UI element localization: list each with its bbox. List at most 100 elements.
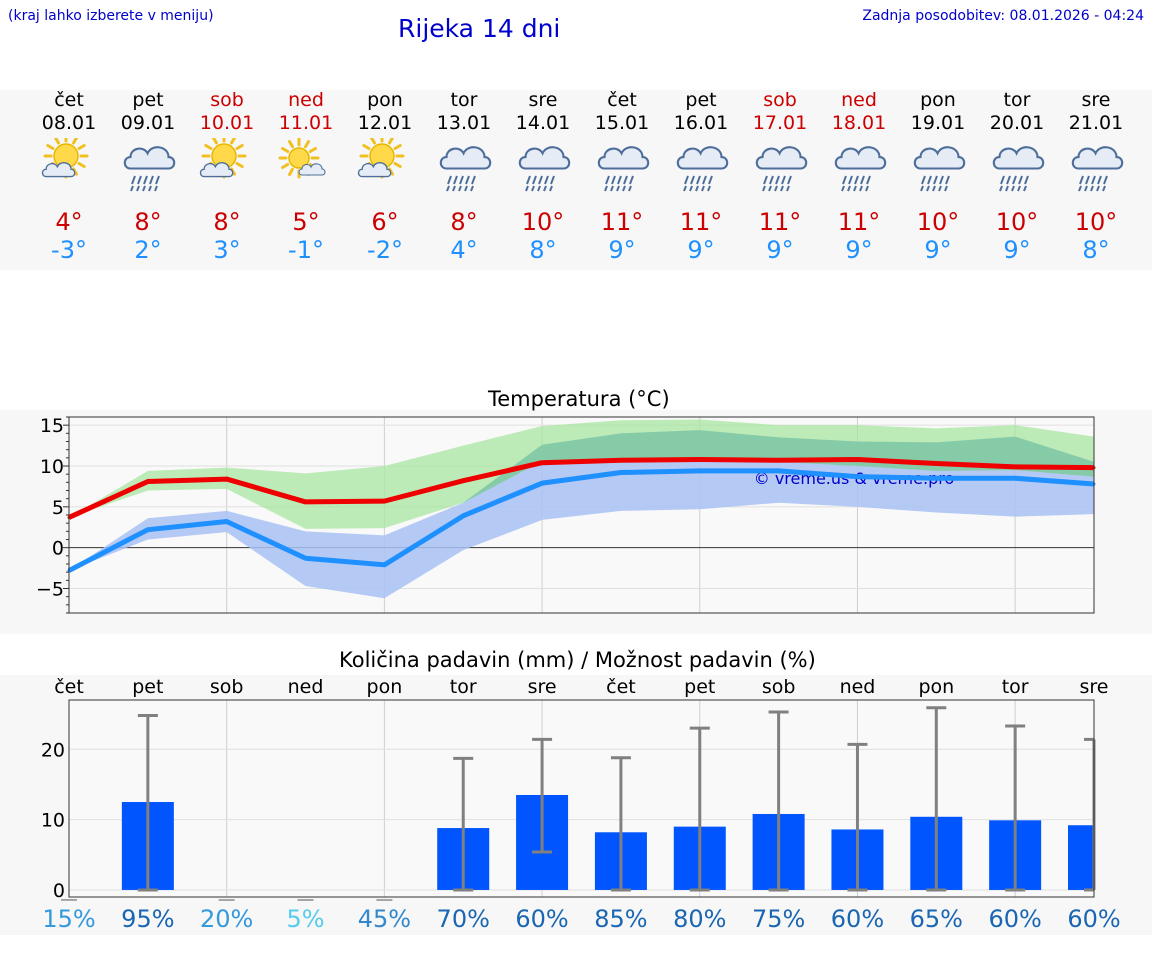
max-temperature: 11° (758, 208, 802, 236)
min-temperature: 2° (134, 236, 162, 264)
precipitation-error-bar (847, 742, 868, 892)
precipitation-probability: 45% (358, 905, 411, 933)
day-label: sob (210, 676, 244, 698)
max-temperature: 6° (371, 208, 399, 236)
day-name: pet (132, 89, 164, 111)
day-column: ned 18.01 11° 9° (824, 90, 894, 264)
day-column: čet 08.01 4° -3° (34, 90, 104, 264)
max-temperature-point (619, 458, 623, 462)
day-label: tor (450, 676, 477, 698)
cloud-rain-icon (992, 146, 1045, 192)
precipitation-probability: 95% (121, 905, 174, 933)
day-label: čet (54, 676, 84, 698)
day-column: sob 17.01 11° 9° (745, 90, 815, 264)
day-column: sre 21.01 10° 8° (1061, 90, 1131, 264)
day-label: ned (288, 676, 324, 698)
cloud-rain-icon (676, 146, 729, 192)
precipitation-chart: 20 10 0 čet pet sob ned pon tor sre čet pet sob ned po… (41, 676, 1121, 933)
day-name: sob (763, 89, 797, 111)
cloud-rain-icon (913, 146, 966, 192)
sun-small-cloud-icon (278, 137, 326, 179)
min-temperature: 8° (529, 236, 557, 264)
page-title: Rijeka 14 dni (398, 14, 561, 43)
day-column: ned 11.01 5° -1° (271, 90, 341, 264)
day-label: pon (367, 676, 403, 698)
location-hint: (kraj lahko izberete v meniju) (8, 8, 214, 24)
min-temperature-point (934, 476, 938, 480)
precipitation-error-bar (532, 737, 553, 854)
max-temperature: 11° (837, 208, 881, 236)
day-name: pon (920, 89, 956, 111)
day-label: pon (918, 676, 954, 698)
precipitation-probability: 60% (1067, 905, 1120, 933)
precipitation-error-bar (768, 710, 789, 892)
precipitation-probability: 70% (437, 905, 490, 933)
day-date: 14.01 (515, 112, 571, 134)
cloud-rain-icon (834, 146, 887, 192)
day-column: pet 09.01 8° 2° (113, 90, 183, 264)
min-temperature: -1° (288, 236, 324, 264)
day-name: tor (1003, 89, 1031, 111)
max-temperature-point (934, 462, 938, 466)
temperature-chart-title: Temperatura (°C) (488, 387, 670, 411)
min-temperature-point (619, 471, 623, 475)
min-temperature-point (540, 481, 544, 485)
precipitation-error-bar (1005, 724, 1026, 892)
max-temperature-point (855, 457, 859, 461)
min-temperature: 3° (213, 236, 241, 264)
day-name: sre (528, 89, 558, 111)
min-temperature: 9° (924, 236, 952, 264)
max-temperature-point (225, 477, 229, 481)
day-name: ned (288, 89, 324, 111)
day-name: pon (367, 89, 403, 111)
day-column: tor 20.01 10° 9° (982, 90, 1052, 264)
day-date: 19.01 (910, 112, 966, 134)
y-tick-label: 10 (40, 456, 64, 478)
min-temperature: 9° (1003, 236, 1031, 264)
min-temperature: 4° (450, 236, 478, 264)
precipitation-probability: 60% (515, 905, 568, 933)
min-range-band (69, 430, 1094, 599)
max-temperature: 4° (55, 208, 83, 236)
min-temperature-point (304, 556, 308, 560)
y-tick-label: 10 (41, 810, 65, 832)
min-temperature: -2° (367, 236, 403, 264)
min-temperature: 9° (845, 236, 873, 264)
day-label: sob (762, 676, 796, 698)
max-temperature-point (304, 500, 308, 504)
max-temperature: 10° (916, 208, 960, 236)
max-temperature-point (777, 458, 781, 462)
y-tick-label: 0 (52, 538, 64, 560)
day-column: tor 13.01 8° 4° (429, 90, 499, 264)
day-date: 12.01 (357, 112, 413, 134)
day-name: čet (607, 89, 637, 111)
precipitation-error-bar (137, 713, 158, 892)
precipitation-probability: 60% (988, 905, 1041, 933)
min-temperature-point (1013, 476, 1017, 480)
precipitation-probability: 60% (831, 905, 884, 933)
cloud-rain-icon (755, 146, 808, 192)
min-temperature-point (855, 475, 859, 479)
cloud-rain-icon (123, 146, 176, 192)
max-temperature: 8° (450, 208, 478, 236)
max-temperature: 10° (521, 208, 565, 236)
precipitation-bar (1068, 825, 1094, 890)
min-temperature: 9° (766, 236, 794, 264)
plot-frame (68, 416, 1095, 614)
min-temperature: 8° (1082, 236, 1110, 264)
min-temperature-point (461, 514, 465, 518)
precipitation-probability: 80% (673, 905, 726, 933)
max-temperature-point (1013, 465, 1017, 469)
precipitation-probability: 65% (910, 905, 963, 933)
precipitation-probability: 15% (42, 905, 95, 933)
day-name: pet (685, 89, 717, 111)
day-label: ned (840, 676, 876, 698)
min-temperature: -3° (51, 236, 87, 264)
max-temperature: 10° (995, 208, 1039, 236)
day-date: 08.01 (41, 112, 97, 134)
min-temperature-point (146, 528, 150, 532)
precipitation-chart-title: Količina padavin (mm) / Možnost padavin … (339, 648, 816, 672)
sun-cloud-icon (357, 133, 405, 179)
precipitation-error-bar (453, 756, 474, 892)
min-temperature-point (698, 469, 702, 473)
